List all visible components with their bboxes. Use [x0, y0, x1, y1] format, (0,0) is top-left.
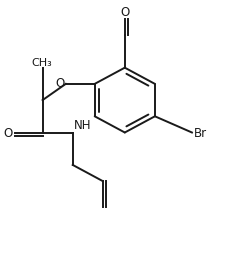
Text: Br: Br [194, 126, 207, 139]
Text: NH: NH [74, 119, 91, 132]
Text: CH₃: CH₃ [31, 57, 52, 67]
Text: O: O [55, 77, 65, 90]
Text: O: O [120, 6, 129, 19]
Text: O: O [4, 126, 13, 139]
